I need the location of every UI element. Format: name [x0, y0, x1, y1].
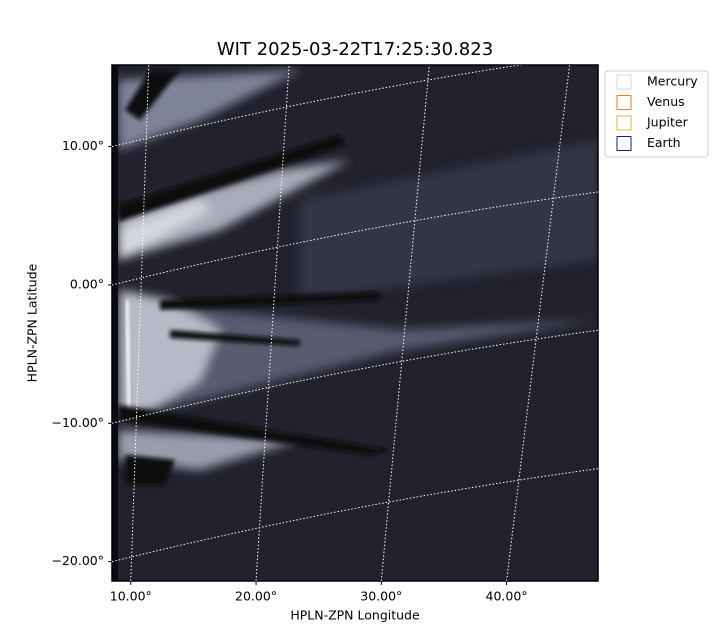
- x-tick-label: 10.00°: [110, 589, 152, 604]
- frame: [111, 64, 599, 582]
- legend-swatch: [616, 115, 632, 131]
- y-tick-label: 0.00°: [70, 276, 104, 291]
- grid-line: [506, 65, 571, 581]
- legend: Mercury Venus Jupiter Earth: [604, 70, 709, 158]
- y-tick-label: 10.00°: [62, 138, 104, 153]
- legend-swatch: [616, 136, 632, 151]
- legend-box: [604, 70, 709, 158]
- grid: [112, 65, 598, 581]
- x-tick-label: 40.00°: [486, 589, 528, 604]
- legend-label: Earth: [647, 135, 681, 150]
- legend-label: Jupiter: [646, 115, 689, 130]
- grid-line: [112, 191, 598, 286]
- x-tick-label: 20.00°: [235, 589, 277, 604]
- legend-label: Mercury: [647, 74, 698, 89]
- grid-line: [112, 65, 523, 148]
- grid-line: [112, 468, 598, 563]
- y-tick-label: −10.00°: [51, 415, 104, 430]
- x-axis-label: HPLN-ZPN Longitude: [290, 608, 420, 623]
- legend-swatch: [616, 74, 632, 90]
- legend-swatch: [616, 95, 632, 110]
- y-tick-label: −20.00°: [51, 553, 104, 568]
- grid-line: [380, 65, 430, 581]
- image: [112, 65, 598, 581]
- grid-line: [112, 329, 598, 424]
- x-tick-label: 30.00°: [360, 589, 402, 604]
- chart-title: WIT 2025-03-22T17:25:30.823: [217, 39, 493, 60]
- legend-label: Venus: [647, 94, 685, 109]
- y-axis-label: HPLN-ZPN Latitude: [25, 263, 40, 382]
- grid-line: [255, 65, 290, 581]
